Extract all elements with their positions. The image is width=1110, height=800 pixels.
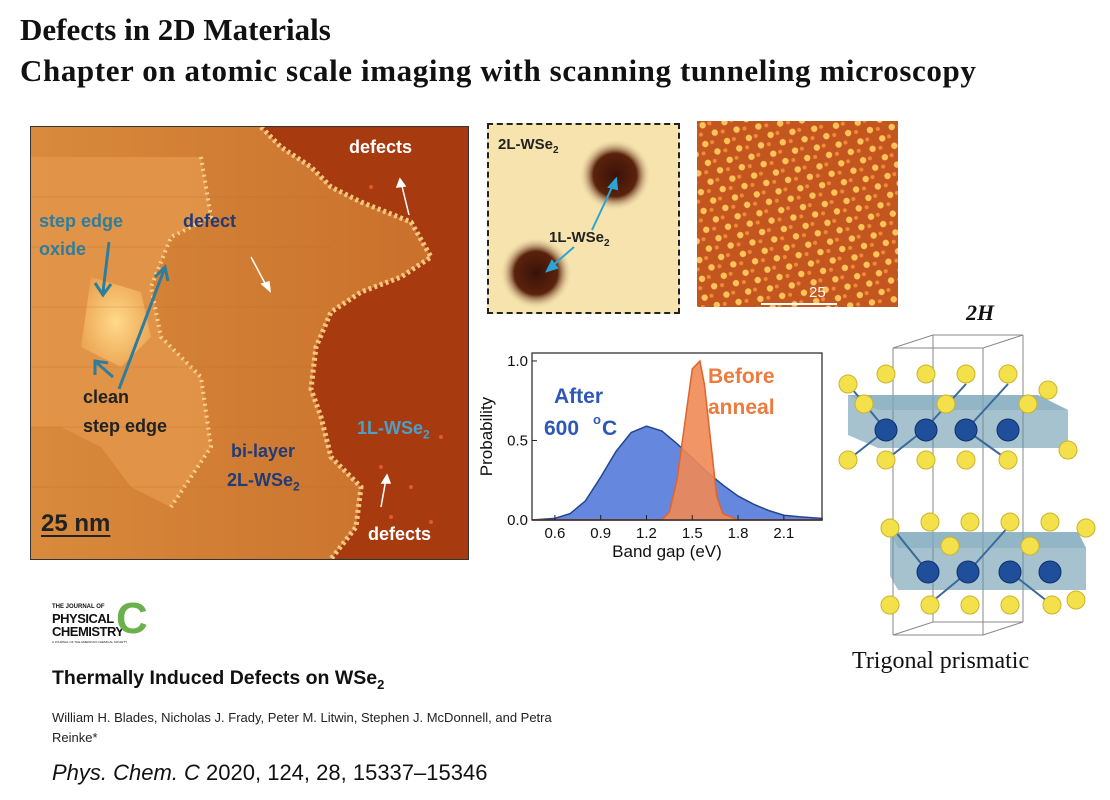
x-tick-label-1: 0.9 xyxy=(590,525,611,542)
clean-step-edge-label-line1: clean xyxy=(83,387,130,407)
after-label-line1: After xyxy=(554,385,603,408)
x-tick-label-2: 1.2 xyxy=(636,525,657,542)
before-label-line1: Before xyxy=(708,365,775,388)
monolayer-label: 1L-WSe2 xyxy=(357,418,430,442)
stm-inset-image: 2L-WSe2 1L-WSe2 xyxy=(487,123,680,314)
logo-line1: THE JOURNAL OF xyxy=(52,604,105,610)
bandgap-chart-svg: 0.6 0.9 1.2 1.5 1.8 2.1 0.0 0.5 1.0 Band gap (eV)… xyxy=(477,352,823,561)
bilayer-label-line2: 2L-WSe2 xyxy=(227,470,300,494)
crystal-structure-graphic xyxy=(838,334,1096,636)
logo-line2: PHYSICAL xyxy=(52,611,114,626)
annotation-arrows xyxy=(93,241,170,390)
bandgap-chart: 0.6 0.9 1.2 1.5 1.8 2.1 0.0 0.5 1.0 Band gap (eV)… xyxy=(472,345,832,575)
lattice-scale-label: 25 xyxy=(809,284,826,301)
x-tick-label-0: 0.6 xyxy=(544,525,565,542)
logo-tagline: A JOURNAL OF THE AMERICAN CHEMICAL SOCIE… xyxy=(52,640,128,644)
x-tick-label-3: 1.5 xyxy=(682,525,703,542)
y-axis-label: Probability xyxy=(477,396,496,476)
x-tick-label-4: 1.8 xyxy=(728,525,749,542)
y-tick-label-1: 0.5 xyxy=(507,432,528,449)
stm-overview-graphic xyxy=(31,127,468,559)
slide-title: Defects in 2D Materials xyxy=(20,12,331,47)
y-tick-label-2: 1.0 xyxy=(507,353,528,370)
inset-2l-label: 2L-WSe2 xyxy=(498,136,559,156)
paper-authors: William H. Blades, Nicholas J. Frady, Pe… xyxy=(52,710,552,745)
crystal-structure: 2H Trigonal prismatic xyxy=(838,300,1100,690)
defects-label-bottom: defects xyxy=(368,524,432,544)
slide-subtitle: Chapter on atomic scale imaging with sca… xyxy=(20,53,977,88)
clean-step-edge-label-line2: step edge xyxy=(83,416,168,436)
stm-lattice-image: 25 xyxy=(697,121,898,307)
after-label-line2: 600 xyxy=(544,417,579,440)
chart-frame xyxy=(531,352,823,521)
logo-letter: C xyxy=(116,594,148,643)
after-label-sup: o xyxy=(593,412,601,427)
step-edge-oxide-label-line1: step edge xyxy=(39,211,124,231)
inset-1l-label: 1L-WSe2 xyxy=(549,229,610,249)
stm-lattice-graphic xyxy=(697,121,898,307)
x-axis-label: Band gap (eV) xyxy=(612,542,722,561)
before-label-line2: anneal xyxy=(708,396,775,419)
paper-title: Thermally Induced Defects on WSe2 xyxy=(52,667,385,692)
stm-inset-graphic xyxy=(489,125,678,312)
bilayer-label-line1: bi-layer xyxy=(231,441,296,461)
defects-label-top: defects xyxy=(349,137,413,157)
step-edge-oxide-label-line2: oxide xyxy=(39,239,87,259)
crystal-caption: Trigonal prismatic xyxy=(852,648,1030,674)
y-tick-label-0: 0.0 xyxy=(507,512,528,529)
paper-citation: Phys. Chem. C 2020, 124, 28, 15337–15346 xyxy=(52,760,488,785)
after-label-unit: C xyxy=(602,417,617,440)
defect-label: defect xyxy=(183,211,237,231)
x-tick-label-5: 2.1 xyxy=(773,525,794,542)
logo-line3: CHEMISTRY xyxy=(52,624,124,639)
journal-logo: THE JOURNAL OF PHYSICAL CHEMISTRY C A JO… xyxy=(52,594,152,652)
scale-bar-label: 25 nm xyxy=(41,510,111,537)
chart-series-1 xyxy=(532,359,822,521)
stm-overview-image: defects step edge oxide defect clean ste… xyxy=(30,126,469,560)
crystal-title: 2H xyxy=(966,300,995,325)
